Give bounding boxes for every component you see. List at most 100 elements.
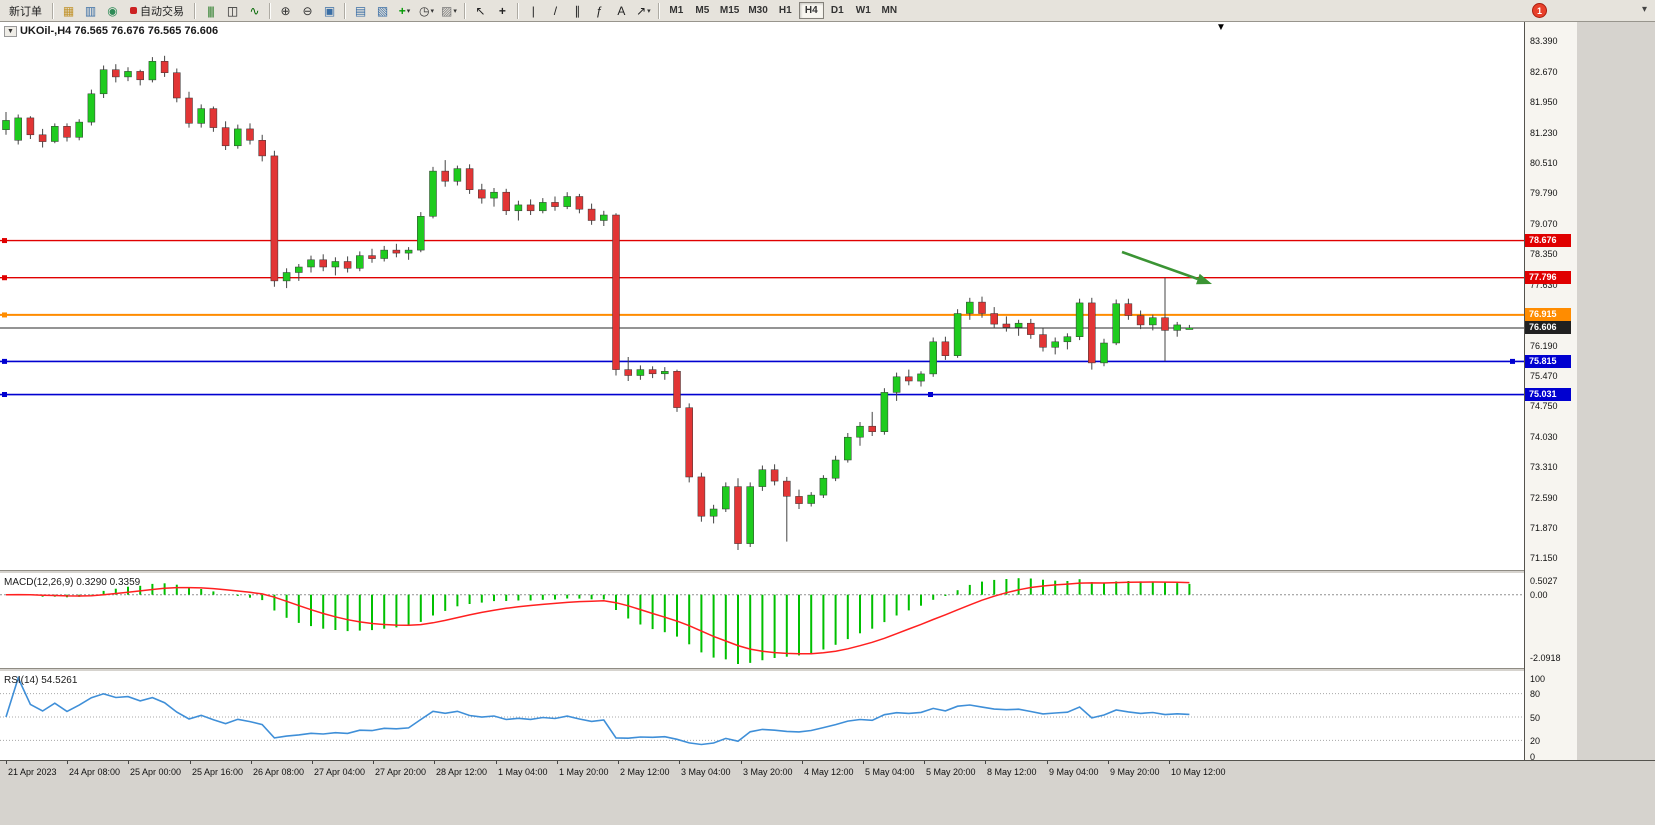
price-tick-label: 71.150 [1530,553,1558,563]
candle [26,117,35,136]
candle [1173,324,1181,331]
line-chart-icon[interactable]: ∿ [244,1,265,20]
timeframe-m5[interactable]: M5 [695,5,710,16]
arrange-windows-icon[interactable]: ▤ [350,1,371,20]
price-chart-panel[interactable]: ▼ UKOil-,H4 76.565 76.676 76.565 76.606 … [0,22,1524,570]
terminal-icon[interactable]: ▥ [80,1,101,20]
candle [502,191,510,212]
zoom-in-icon[interactable]: ⊕ [275,1,296,20]
candle [148,61,157,81]
horizontal-line-77.796[interactable] [0,275,1524,281]
timeframe-h1[interactable]: H1 [778,5,792,16]
template-icon[interactable]: ▨ ▾ [438,1,460,20]
toolbar-overflow-icon[interactable]: ▾ [1642,4,1648,15]
price-tick-label: 75.470 [1530,371,1558,381]
time-tick-label: 9 May 20:00 [1110,767,1160,777]
sound-icon[interactable]: ◉ [102,1,123,20]
candle [356,255,364,269]
price-scale[interactable]: 83.390 82.670 81.950 81.230 80.510 79.790 79.0… [1525,22,1577,762]
time-tick-label: 25 Apr 16:00 [192,767,244,777]
trendline-icon[interactable]: / [545,1,566,20]
bar-chart-icon: ||| [207,3,214,18]
horizontal-line-78.676[interactable] [0,238,1524,244]
auto-trading-button[interactable]: 自动交易 [124,1,190,20]
horizontal-line-75.031[interactable] [0,392,1524,398]
symbol-dropdown-icon[interactable]: ▼ [4,25,17,37]
zoom-out-icon[interactable]: ⊖ [297,1,318,20]
candle [1112,303,1120,344]
candle [685,407,693,478]
period-clock-icon[interactable]: ◷ ▾ [416,1,437,20]
channel-icon: ∥ [574,3,581,18]
chart-gold-icon[interactable]: ▦ [58,1,79,20]
bottom-strip [0,779,1655,825]
timeframe-m1[interactable]: M1 [669,5,684,16]
horizontal-line-75.815[interactable] [0,358,1524,364]
candle [795,496,803,504]
candle [429,170,437,217]
timeframe-m30[interactable]: M30 [748,5,768,16]
candle [478,189,486,199]
arrows-tool-icon[interactable]: ↗ ▾ [633,1,654,20]
candle [295,266,303,273]
chart-title: ▼ UKOil-,H4 76.565 76.676 76.565 76.606 [4,25,218,37]
chevron-down-icon: ▾ [453,7,457,15]
chevron-down-icon: ▾ [647,7,651,15]
panel-splitter[interactable] [0,668,1524,672]
candle [14,117,22,141]
candle [526,204,535,212]
timeframe-h4[interactable]: H4 [798,2,824,19]
panel-splitter[interactable] [0,570,1524,574]
candle [465,168,474,190]
price-tick-label: 82.670 [1530,67,1558,77]
cursor-icon[interactable]: ↖ [470,1,491,20]
candle [624,369,632,376]
time-tick [924,761,925,764]
price-tick-label: 81.950 [1530,97,1558,107]
timeframe-mn[interactable]: MN [881,5,898,16]
toolbar-separator [269,2,271,19]
vertical-line-icon[interactable]: | [523,1,544,20]
horizontal-line-76.915[interactable] [0,312,1524,318]
candle [453,168,462,182]
candle [221,127,230,147]
arrows-tool-icon: ↗ [636,3,647,18]
time-axis[interactable]: 21 Apr 2023 24 Apr 08:00 25 Apr 00:00 25 Ap… [0,760,1655,779]
rsi-panel[interactable]: RSI(14) 54.5261 [0,672,1524,760]
chart-shift-marker-icon[interactable]: ▼ [1216,22,1226,33]
cascade-windows-icon[interactable]: ▧ [372,1,393,20]
notification-badge[interactable]: 1 [1532,3,1547,18]
fibonacci-icon[interactable]: ƒ [589,1,610,20]
time-tick [434,761,435,764]
candle [404,249,413,254]
timeframe-m15[interactable]: M15 [719,5,740,16]
bar-chart-icon[interactable]: ||| [200,1,221,20]
macd-label-text: MACD(12,26,9) 0.3290 0.3359 [4,577,141,588]
zoom-in-icon: ⊕ [280,3,291,18]
time-tick [6,761,7,764]
macd-panel[interactable]: MACD(12,26,9) 0.3290 0.3359 [0,574,1524,668]
candle [441,170,449,182]
timeframe-w1[interactable]: W1 [855,5,871,16]
timeframe-d1[interactable]: D1 [830,5,844,16]
channel-icon[interactable]: ∥ [567,1,588,20]
candle [417,216,425,251]
macd-histogram [17,578,1191,664]
candle [819,477,828,496]
time-tick-label: 2 May 12:00 [620,767,670,777]
add-indicator-icon[interactable]: + ▾ [394,1,415,20]
price-badge-75.031: 75.031 [1525,388,1571,401]
price-tick-label: 74.750 [1530,401,1558,411]
text-tool-icon[interactable]: A [611,1,632,20]
crosshair-icon[interactable]: + [492,1,513,20]
time-tick [985,761,986,764]
candle [258,140,266,157]
tile-windows-icon[interactable]: ▣ [319,1,340,20]
trend-arrow[interactable] [1121,250,1212,285]
cascade-windows-icon: ▧ [376,3,389,18]
new-order-button[interactable]: 新订单 [3,1,48,20]
candlestick-chart-icon[interactable]: ◫ [222,1,243,20]
toolbar-separator [52,2,54,19]
time-tick [373,761,374,764]
